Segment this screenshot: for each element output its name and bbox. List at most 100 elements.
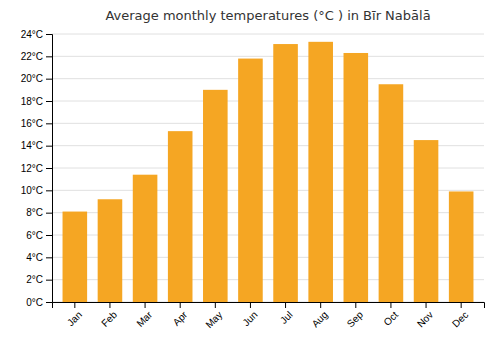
x-tick: Nov xyxy=(415,302,435,329)
y-tick-label: 4°C xyxy=(26,252,43,263)
x-tick-mark xyxy=(285,302,286,308)
x-tick-label: Aug xyxy=(310,309,330,329)
y-tick-mark xyxy=(46,280,52,281)
x-tick: Mar xyxy=(134,302,154,329)
x-tick-mark xyxy=(390,302,391,308)
grid xyxy=(52,34,484,302)
x-tick-label: Nov xyxy=(415,309,435,329)
y-tick-mark xyxy=(46,302,52,303)
bar xyxy=(344,53,369,302)
y-tick: 6°C xyxy=(26,230,52,241)
x-tick-label: Jun xyxy=(240,309,259,328)
bar xyxy=(308,42,333,302)
grid-line xyxy=(52,56,484,57)
y-tick: 8°C xyxy=(26,207,52,218)
grid-line xyxy=(52,78,484,79)
y-tick-label: 18°C xyxy=(21,96,43,107)
bars xyxy=(63,42,474,302)
y-tick: 14°C xyxy=(21,140,52,151)
y-tick: 4°C xyxy=(26,252,52,263)
bar xyxy=(98,199,123,302)
bar xyxy=(449,191,474,302)
bar xyxy=(203,90,228,302)
y-axis-line xyxy=(46,35,53,303)
x-tick-label: Oct xyxy=(381,309,400,328)
y-tick: 0°C xyxy=(26,297,52,308)
y-tick: 16°C xyxy=(21,118,52,129)
y-axis: 0°C 2°C 4°C 6°C 8°C 10°C 12°C 14°C 16°C 18°C 20°C 2… xyxy=(21,29,53,308)
y-tick-label: 22°C xyxy=(21,51,43,62)
x-tick-label: Dec xyxy=(450,309,470,329)
x-tick: Feb xyxy=(99,302,119,329)
grid-line xyxy=(52,34,484,35)
x-axis: Jan Feb Mar Apr May Jun Jul Aug Sep Oct Nov Dec xyxy=(53,302,485,330)
y-tick-mark xyxy=(46,101,52,102)
y-tick-label: 2°C xyxy=(26,274,43,285)
x-tick-mark xyxy=(145,302,146,308)
x-tick-label: Jul xyxy=(278,309,295,326)
y-tick-label: 20°C xyxy=(21,73,43,84)
x-tick-mark xyxy=(250,302,251,308)
y-tick-mark xyxy=(46,257,52,258)
grid-line xyxy=(52,123,484,124)
y-tick-mark xyxy=(46,213,52,214)
y-tick-label: 8°C xyxy=(26,207,43,218)
y-tick-label: 16°C xyxy=(21,118,43,129)
y-tick-label: 10°C xyxy=(21,185,43,196)
title: Average monthly temperatures (°C ) in Bī… xyxy=(105,8,430,23)
y-tick-label: 12°C xyxy=(21,163,43,174)
bar xyxy=(63,212,88,302)
x-tick-mark xyxy=(355,302,356,308)
bar xyxy=(168,131,193,302)
x-tick-label: Sep xyxy=(345,309,366,330)
x-tick-mark xyxy=(320,302,321,308)
x-tick: Jul xyxy=(278,302,295,326)
bar xyxy=(238,59,263,302)
y-tick: 20°C xyxy=(21,73,52,84)
y-tick-label: 6°C xyxy=(26,230,43,241)
x-tick: Jun xyxy=(240,302,259,328)
x-tick-mark xyxy=(426,302,427,308)
x-axis-line xyxy=(53,303,485,309)
y-tick: 2°C xyxy=(26,274,52,285)
bar xyxy=(133,175,158,302)
x-tick: Sep xyxy=(345,302,366,329)
y-tick-mark xyxy=(46,146,52,147)
chart: Average monthly temperatures (°C ) in Bī… xyxy=(0,0,500,350)
y-tick: 12°C xyxy=(21,163,52,174)
x-tick: Jan xyxy=(65,302,84,328)
plot: Jan Feb Mar Apr May Jun Jul Aug Sep Oct Nov Dec 0°C 2… xyxy=(21,29,485,331)
x-tick-mark xyxy=(180,302,181,308)
x-tick: Oct xyxy=(381,302,400,328)
y-tick-mark xyxy=(46,168,52,169)
y-tick-mark xyxy=(46,56,52,57)
x-tick-label: May xyxy=(203,309,224,330)
y-tick: 10°C xyxy=(21,185,52,196)
x-tick-label: Mar xyxy=(134,309,154,329)
x-tick-mark xyxy=(74,302,75,308)
x-tick-label: Feb xyxy=(99,309,119,329)
x-tick: May xyxy=(203,302,224,330)
y-tick-mark xyxy=(46,79,52,80)
y-tick-label: 14°C xyxy=(21,140,43,151)
x-tick: Aug xyxy=(310,302,330,329)
y-tick: 22°C xyxy=(21,51,52,62)
x-tick-mark xyxy=(461,302,462,308)
x-tick-mark xyxy=(215,302,216,308)
x-tick-label: Apr xyxy=(171,309,190,328)
bar xyxy=(414,140,439,302)
y-tick-label: 0°C xyxy=(26,297,43,308)
y-tick-mark xyxy=(46,190,52,191)
y-tick: 24°C xyxy=(21,29,52,40)
y-tick-label: 24°C xyxy=(21,29,43,40)
x-tick: Apr xyxy=(171,302,190,328)
y-tick-mark xyxy=(46,235,52,236)
bar xyxy=(379,84,404,302)
y-tick-mark xyxy=(46,34,52,35)
x-tick-mark xyxy=(109,302,110,308)
x-tick: Dec xyxy=(450,302,470,329)
y-tick-mark xyxy=(46,123,52,124)
x-tick-label: Jan xyxy=(65,309,84,328)
grid-line xyxy=(52,101,484,102)
bar xyxy=(273,44,298,302)
